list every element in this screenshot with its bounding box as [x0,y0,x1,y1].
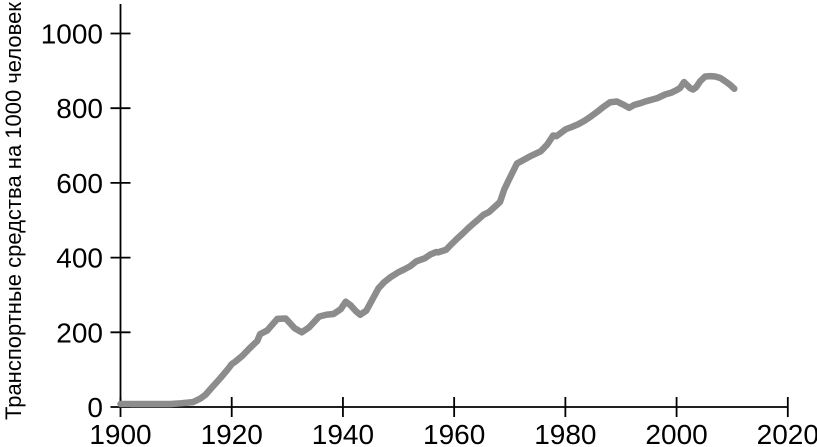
svg-text:1980: 1980 [534,419,596,447]
svg-text:1920: 1920 [201,419,263,447]
svg-text:200: 200 [56,317,103,348]
svg-text:1940: 1940 [312,419,374,447]
svg-text:1000: 1000 [41,19,103,50]
svg-text:800: 800 [56,93,103,124]
svg-text:2000: 2000 [645,419,707,447]
svg-text:1960: 1960 [423,419,485,447]
svg-text:400: 400 [56,243,103,274]
svg-text:600: 600 [56,168,103,199]
svg-text:1900: 1900 [89,419,151,447]
svg-text:2020: 2020 [757,419,817,447]
